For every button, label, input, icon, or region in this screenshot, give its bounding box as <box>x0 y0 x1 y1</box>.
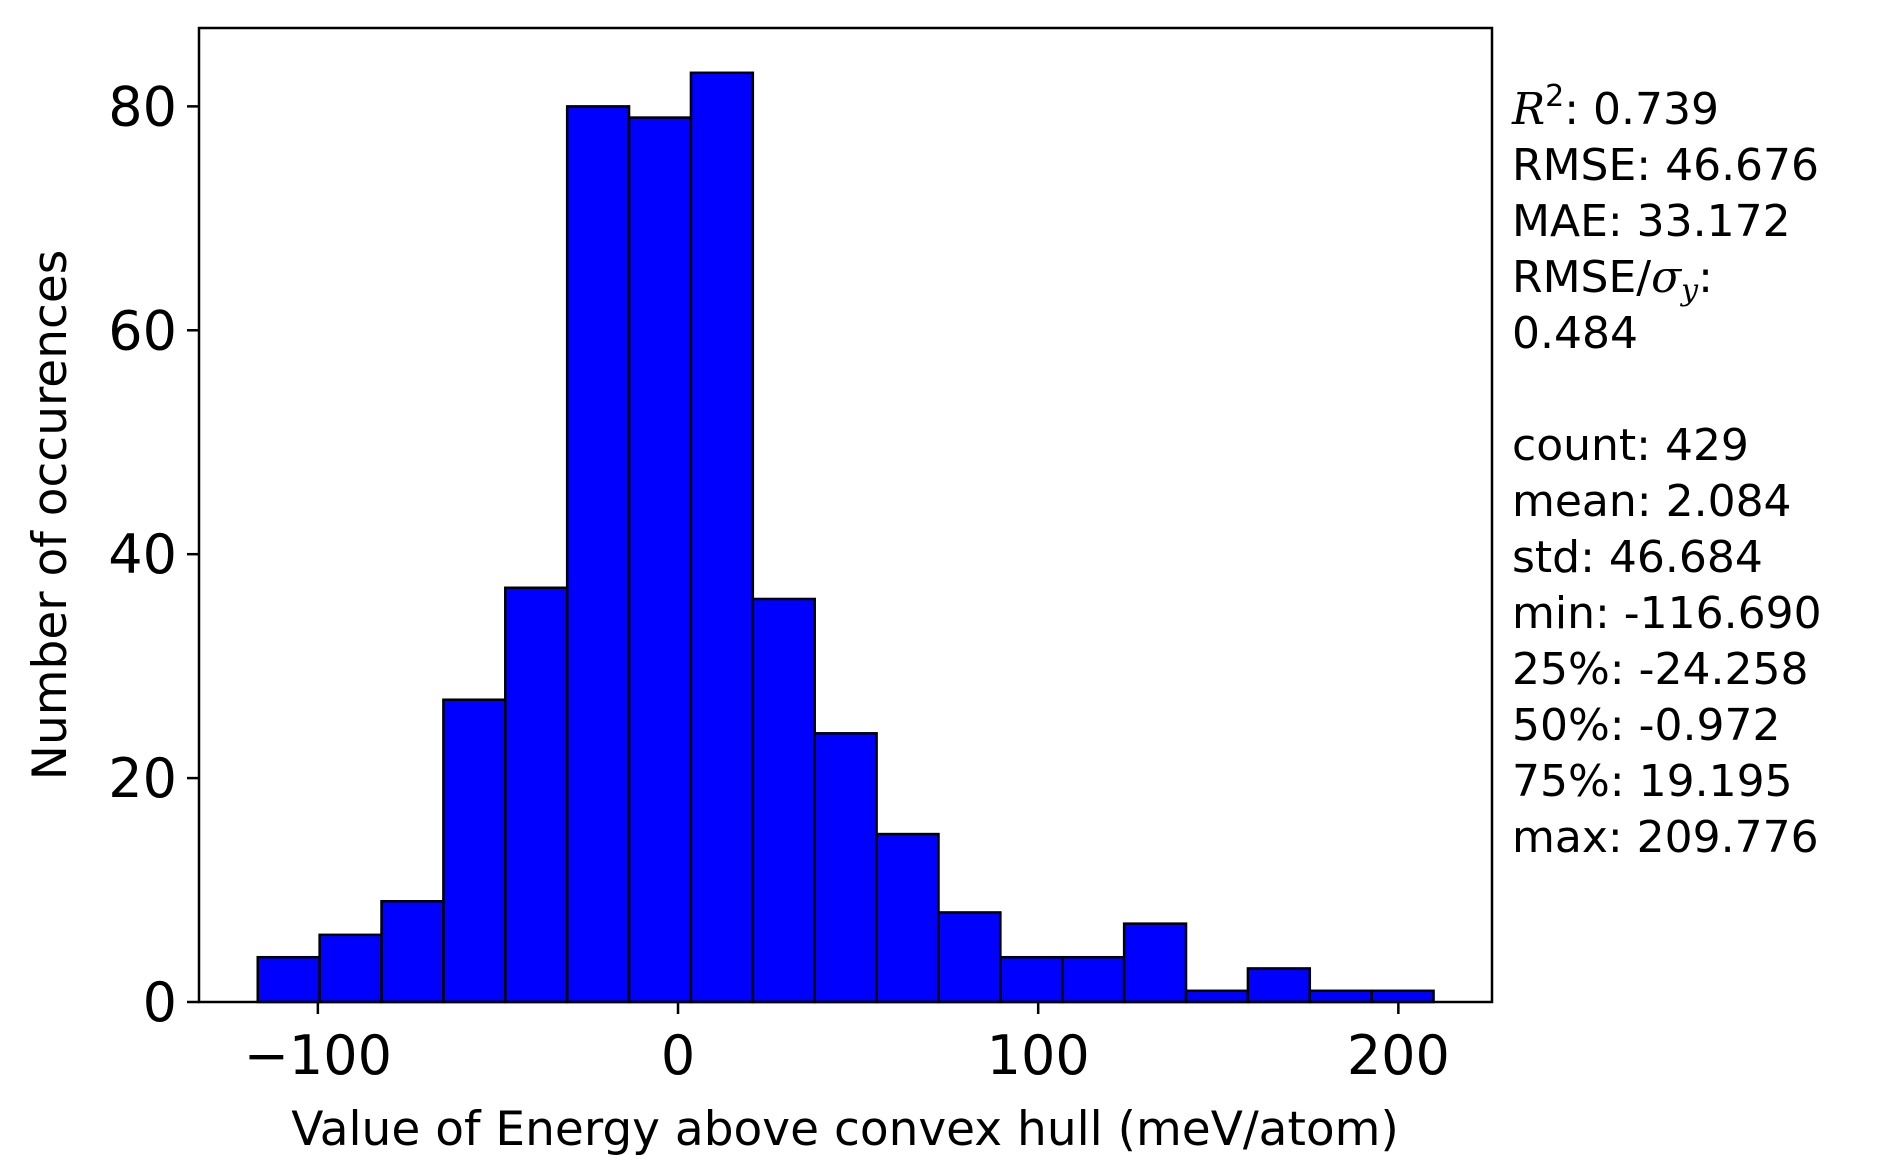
x-axis-ticks: −100 0 100 200 <box>244 1002 1450 1087</box>
y-tick-label: 20 <box>108 747 177 810</box>
y-axis-ticks: 0 20 40 60 80 <box>108 75 199 1034</box>
rmse-sigma-value: 0.484 <box>1512 308 1638 359</box>
y-tick-label: 40 <box>108 523 177 586</box>
histogram-bar <box>565 105 631 1004</box>
histogram-bar <box>256 955 321 1004</box>
histogram-bar <box>1184 989 1250 1004</box>
histogram-bars <box>256 71 1435 1004</box>
y-tick-label: 60 <box>108 299 177 362</box>
q50-stat: 50%: -0.972 <box>1512 700 1781 751</box>
min-stat: min: -116.690 <box>1512 588 1822 639</box>
histogram-bar <box>999 955 1064 1004</box>
q75-stat: 75%: 19.195 <box>1512 756 1793 807</box>
x-tick-label: 0 <box>661 1024 695 1087</box>
x-tick-label: 200 <box>1347 1024 1450 1087</box>
histogram-bar <box>689 71 755 1004</box>
histogram-bar <box>380 899 445 1004</box>
max-stat: max: 209.776 <box>1512 812 1819 863</box>
y-tick-label: 0 <box>143 971 177 1034</box>
r2-value: : 0.739 <box>1564 84 1720 135</box>
mean-stat: mean: 2.084 <box>1512 476 1792 527</box>
rmse-stat: RMSE: 46.676 <box>1512 140 1820 191</box>
sigma-symbol: σ <box>1651 252 1682 303</box>
histogram-bar <box>1061 955 1126 1004</box>
y-axis-label: Number of occurences <box>23 250 78 780</box>
rmse-sigma-suffix: : <box>1698 252 1713 303</box>
x-tick-label: −100 <box>244 1024 392 1087</box>
mae-stat: MAE: 33.172 <box>1512 196 1791 247</box>
histogram-bar <box>1246 967 1312 1004</box>
r2-stat: R2: 0.739 <box>1512 82 1822 138</box>
x-tick-label: 100 <box>987 1024 1090 1087</box>
histogram-bar <box>627 116 693 1004</box>
sigma-subscript: y <box>1681 273 1699 308</box>
r2-symbol: R <box>1512 84 1546 135</box>
stats-spacer <box>1512 362 1822 418</box>
histogram-bar <box>318 933 383 1004</box>
stats-panel: R2: 0.739 RMSE: 46.676 MAE: 33.172 RMSE/… <box>1512 82 1822 866</box>
std-stat: std: 46.684 <box>1512 532 1763 583</box>
histogram-bar <box>1308 989 1373 1004</box>
x-axis-label: Value of Energy above convex hull (meV/a… <box>291 1102 1399 1157</box>
y-tick-label: 80 <box>108 75 177 138</box>
histogram-bar <box>1370 989 1435 1004</box>
count-stat: count: 429 <box>1512 420 1749 471</box>
histogram-bar <box>1122 922 1188 1004</box>
histogram-bar <box>813 732 878 1004</box>
plot-frame <box>197 26 1494 1004</box>
rmse-sigma-stat: RMSE/σy: <box>1512 250 1822 306</box>
histogram-bar <box>937 911 1002 1004</box>
r2-exponent: 2 <box>1545 79 1565 114</box>
rmse-sigma-prefix: RMSE/ <box>1512 252 1652 303</box>
histogram-bar <box>875 832 940 1004</box>
histogram-bar <box>504 586 569 1004</box>
q25-stat: 25%: -24.258 <box>1512 644 1809 695</box>
histogram-bar <box>442 698 507 1004</box>
histogram-bar <box>751 597 816 1004</box>
